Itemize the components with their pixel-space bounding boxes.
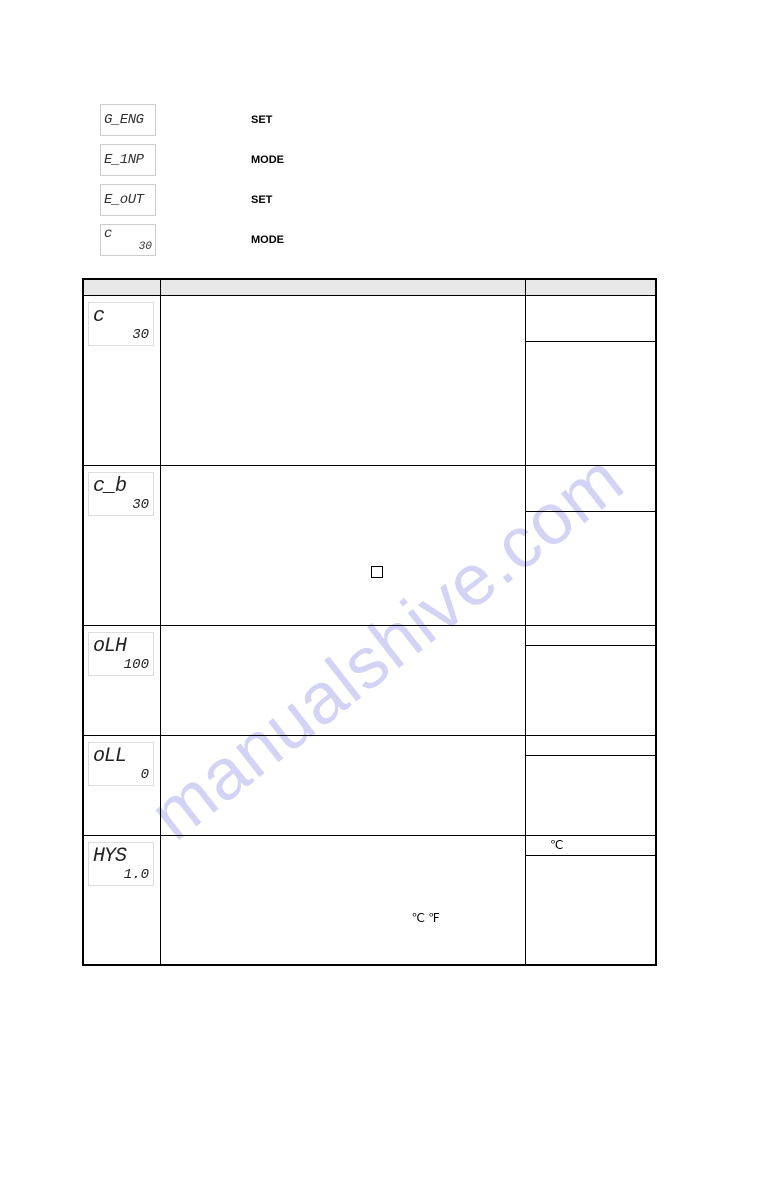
lcd-small-text: 1.0 bbox=[124, 867, 149, 883]
lcd-line1: G_ENG bbox=[104, 113, 144, 127]
lcd-small-text: 30 bbox=[132, 497, 149, 513]
top-label: MODE bbox=[251, 154, 284, 166]
subcell bbox=[526, 736, 655, 756]
lcd-big-text: HYS bbox=[93, 845, 126, 868]
lcd-small-text: 0 bbox=[141, 767, 149, 783]
top-lcd-list: G_ENG SET E_1NP MODE E_oUT SET c 30 MO bbox=[100, 100, 774, 260]
lcd-line1: E_1NP bbox=[104, 153, 144, 167]
lcd-line1: c bbox=[104, 227, 112, 241]
lcd-line1: E_oUT bbox=[104, 193, 144, 207]
page-content: G_ENG SET E_1NP MODE E_oUT SET c 30 MO bbox=[0, 100, 774, 966]
lcd-cell: oLL 0 bbox=[83, 735, 161, 835]
table-row: oLL 0 bbox=[83, 735, 656, 835]
lcd-line2: 30 bbox=[139, 242, 152, 253]
lcd-big-text: c bbox=[93, 305, 104, 328]
top-row: E_1NP MODE bbox=[100, 140, 774, 180]
header-cell bbox=[526, 279, 657, 295]
subcell bbox=[526, 626, 655, 646]
description-cell: ℃ ℉ bbox=[161, 835, 526, 965]
subcell: ℃ bbox=[526, 836, 655, 856]
header-cell bbox=[83, 279, 161, 295]
table-row: oLH 100 bbox=[83, 625, 656, 735]
top-label: SET bbox=[251, 194, 272, 206]
table-row: c 30 bbox=[83, 295, 656, 465]
checkbox-icon bbox=[371, 566, 383, 578]
top-label: MODE bbox=[251, 234, 284, 246]
degree-celsius: ℃ bbox=[550, 838, 563, 852]
top-row: E_oUT SET bbox=[100, 180, 774, 220]
lcd-display-big: c_b 30 bbox=[88, 472, 154, 516]
description-cell bbox=[161, 465, 526, 625]
lcd-display-small: c 30 bbox=[100, 224, 156, 256]
table-row: HYS 1.0 ℃ ℉ ℃ bbox=[83, 835, 656, 965]
lcd-display-small: G_ENG bbox=[100, 104, 156, 136]
lcd-display-small: E_1NP bbox=[100, 144, 156, 176]
description-cell bbox=[161, 295, 526, 465]
table-row: c_b 30 bbox=[83, 465, 656, 625]
lcd-display-big: c 30 bbox=[88, 302, 154, 346]
top-row: c 30 MODE bbox=[100, 220, 774, 260]
lcd-display-big: oLL 0 bbox=[88, 742, 154, 786]
lcd-display-big: HYS 1.0 bbox=[88, 842, 154, 886]
lcd-cell: oLH 100 bbox=[83, 625, 161, 735]
lcd-cell: c 30 bbox=[83, 295, 161, 465]
lcd-big-text: oLH bbox=[93, 635, 126, 658]
lcd-small-text: 100 bbox=[124, 657, 149, 673]
lcd-display-small: E_oUT bbox=[100, 184, 156, 216]
description-cell bbox=[161, 735, 526, 835]
top-row: G_ENG SET bbox=[100, 100, 774, 140]
table-header bbox=[83, 279, 656, 295]
lcd-cell: HYS 1.0 bbox=[83, 835, 161, 965]
lcd-big-text: c_b bbox=[93, 475, 126, 498]
header-cell bbox=[161, 279, 526, 295]
top-label: SET bbox=[251, 114, 272, 126]
default-cell bbox=[526, 735, 657, 835]
lcd-big-text: oLL bbox=[93, 745, 126, 768]
lcd-small-text: 30 bbox=[132, 327, 149, 343]
default-cell bbox=[526, 295, 657, 465]
subcell bbox=[526, 466, 655, 512]
subcell bbox=[526, 296, 655, 342]
default-cell bbox=[526, 465, 657, 625]
lcd-display-big: oLH 100 bbox=[88, 632, 154, 676]
parameter-table: c 30 c_b 30 bbox=[82, 278, 657, 966]
description-cell bbox=[161, 625, 526, 735]
degree-symbols: ℃ ℉ bbox=[411, 911, 439, 925]
default-cell bbox=[526, 625, 657, 735]
default-cell: ℃ bbox=[526, 835, 657, 965]
lcd-cell: c_b 30 bbox=[83, 465, 161, 625]
